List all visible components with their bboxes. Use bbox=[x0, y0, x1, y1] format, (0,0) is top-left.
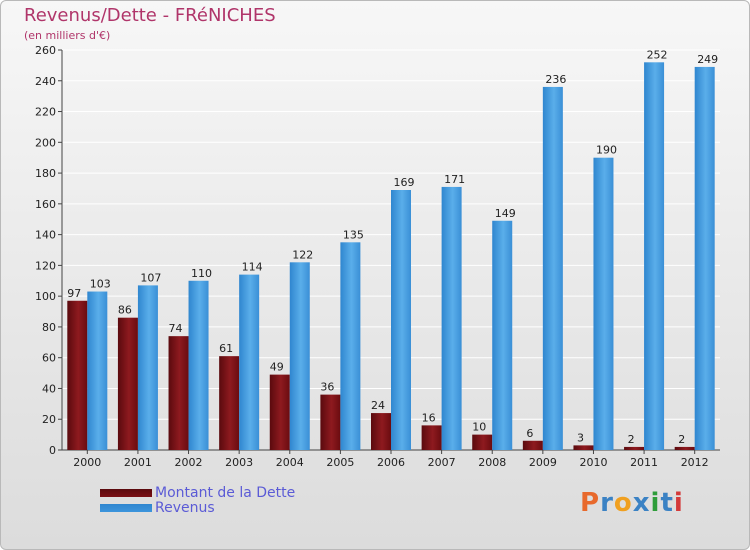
data-label-debt: 24 bbox=[371, 399, 385, 412]
bar-debt bbox=[168, 336, 189, 450]
bar-revenue bbox=[391, 190, 411, 450]
y-tick-label: 260 bbox=[35, 44, 56, 57]
chart-title: Revenus/Dette - FRéNICHES bbox=[24, 5, 276, 26]
legend-label-revenue: Revenus bbox=[155, 500, 215, 516]
bar-debt bbox=[674, 446, 695, 450]
data-label-debt: 74 bbox=[169, 322, 183, 335]
logo-letter: x bbox=[632, 488, 651, 518]
data-label-revenue: 171 bbox=[444, 173, 465, 186]
x-tick-label: 2002 bbox=[175, 456, 203, 469]
data-label-debt: 2 bbox=[678, 433, 685, 446]
x-tick-label: 2011 bbox=[630, 456, 658, 469]
y-tick-label: 200 bbox=[35, 136, 56, 149]
bar-revenue bbox=[542, 86, 563, 450]
y-tick-label: 60 bbox=[42, 352, 56, 365]
logo-letter: o bbox=[613, 488, 633, 518]
bar-revenue bbox=[441, 186, 462, 450]
bar-debt bbox=[624, 446, 645, 450]
bar-revenue bbox=[239, 274, 260, 450]
data-label-revenue: 135 bbox=[343, 228, 364, 241]
x-tick-label: 2000 bbox=[73, 456, 101, 469]
data-label-revenue: 149 bbox=[495, 207, 516, 220]
bar-revenue bbox=[137, 285, 158, 450]
logo-letter: i bbox=[650, 488, 661, 518]
data-label-debt: 61 bbox=[219, 342, 233, 355]
data-label-revenue: 169 bbox=[394, 176, 415, 189]
y-tick-label: 40 bbox=[42, 382, 56, 395]
bar-revenue bbox=[340, 242, 361, 450]
data-label-debt: 16 bbox=[422, 411, 436, 424]
bar-debt bbox=[573, 445, 594, 450]
bar-debt bbox=[219, 356, 240, 450]
bar-debt bbox=[472, 434, 493, 450]
x-tick-label: 2007 bbox=[428, 456, 456, 469]
y-tick-label: 180 bbox=[35, 167, 56, 180]
data-label-debt: 49 bbox=[270, 361, 284, 374]
bar-revenue bbox=[492, 220, 513, 450]
bar-revenue bbox=[289, 262, 310, 450]
legend-label-debt: Montant de la Dette bbox=[155, 485, 296, 501]
bar-debt bbox=[67, 300, 88, 450]
legend-swatch-debt bbox=[100, 489, 152, 497]
logo-letter: P bbox=[580, 488, 601, 518]
x-tick-label: 2010 bbox=[579, 456, 607, 469]
bar-debt bbox=[320, 394, 341, 450]
logo-letter: i bbox=[673, 488, 684, 518]
data-label-debt: 2 bbox=[628, 433, 635, 446]
data-label-revenue: 190 bbox=[596, 144, 617, 157]
bar-debt bbox=[117, 317, 138, 450]
data-label-revenue: 114 bbox=[242, 261, 263, 274]
data-label-debt: 3 bbox=[577, 431, 584, 444]
bar-debt bbox=[269, 374, 290, 450]
y-tick-label: 160 bbox=[35, 198, 56, 211]
legend-swatch-revenue bbox=[100, 504, 152, 512]
bar-revenue bbox=[188, 280, 209, 450]
y-tick-label: 0 bbox=[49, 444, 56, 457]
proxiti-logo: Proxiti bbox=[580, 488, 684, 518]
data-label-revenue: 107 bbox=[140, 271, 161, 284]
bar-revenue bbox=[593, 157, 614, 450]
y-tick-label: 80 bbox=[42, 321, 56, 334]
bar-revenue bbox=[644, 62, 665, 451]
x-tick-label: 2012 bbox=[681, 456, 709, 469]
y-tick-label: 140 bbox=[35, 229, 56, 242]
data-label-debt: 36 bbox=[320, 381, 334, 394]
y-tick-label: 100 bbox=[35, 290, 56, 303]
y-tick-label: 120 bbox=[35, 259, 56, 272]
chart-subtitle: (en milliers d'€) bbox=[24, 29, 111, 42]
x-tick-label: 2001 bbox=[124, 456, 152, 469]
x-tick-label: 2009 bbox=[529, 456, 557, 469]
bar-debt bbox=[421, 425, 442, 450]
data-label-debt: 10 bbox=[472, 421, 486, 434]
data-label-debt: 86 bbox=[118, 304, 132, 317]
data-label-debt: 97 bbox=[67, 287, 81, 300]
data-label-revenue: 103 bbox=[90, 278, 111, 291]
data-label-revenue: 110 bbox=[191, 267, 212, 280]
y-tick-label: 220 bbox=[35, 106, 56, 119]
x-tick-label: 2004 bbox=[276, 456, 304, 469]
data-label-revenue: 252 bbox=[647, 48, 668, 61]
data-label-revenue: 122 bbox=[292, 248, 313, 261]
data-label-revenue: 236 bbox=[545, 73, 566, 86]
data-label-debt: 6 bbox=[526, 427, 533, 440]
y-tick-label: 20 bbox=[42, 413, 56, 426]
logo-letter: r bbox=[600, 488, 614, 518]
x-tick-label: 2006 bbox=[377, 456, 405, 469]
bar-revenue bbox=[87, 291, 108, 450]
bar-debt bbox=[522, 440, 543, 450]
data-label-revenue: 249 bbox=[697, 53, 718, 66]
x-tick-label: 2005 bbox=[326, 456, 354, 469]
x-tick-label: 2003 bbox=[225, 456, 253, 469]
bar-debt bbox=[371, 413, 391, 450]
logo-letter: t bbox=[660, 488, 674, 518]
y-tick-label: 240 bbox=[35, 75, 56, 88]
x-tick-label: 2008 bbox=[478, 456, 506, 469]
bar-revenue bbox=[694, 66, 715, 450]
